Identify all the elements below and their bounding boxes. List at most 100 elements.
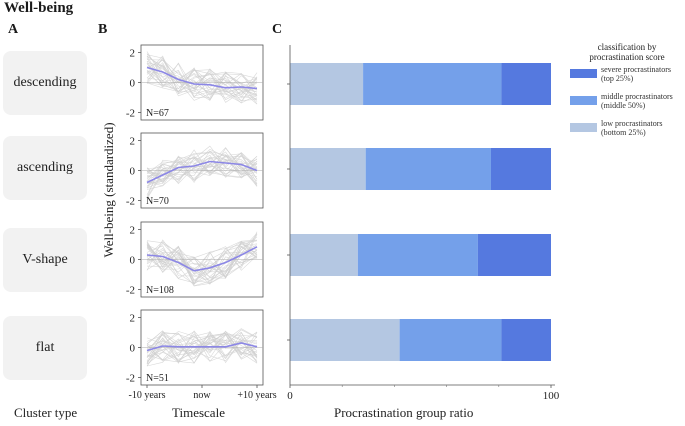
bar-ascending-severe [490, 148, 551, 190]
cluster-n-label: N=70 [146, 196, 169, 207]
individual-trajectory-line [146, 63, 258, 93]
individual-trajectory-line [146, 161, 258, 184]
panel-label-a: A [8, 22, 19, 37]
individual-trajectory-line [146, 55, 258, 93]
x-tick-label: +10 years [237, 390, 276, 401]
c-x-tick-label: 100 [543, 390, 560, 402]
bar-flat-middle [399, 319, 502, 361]
individual-trajectory-line [146, 68, 258, 95]
y-tick-label: -2 [126, 373, 135, 385]
figure-title: Well-being [4, 0, 74, 16]
y-tick-label: -2 [126, 196, 135, 208]
legend-swatch-low [570, 123, 597, 132]
trajectory-axes: 2 0 -2 2 0 -2 2 0 -2 2 0 -2 -10 years now +10 years [126, 48, 277, 402]
individual-trajectory-line [146, 55, 258, 98]
panel-label-c: C [272, 22, 283, 37]
individual-trajectory-line [146, 243, 258, 284]
mean-trajectory-flat [146, 342, 258, 352]
bar-ascending-low [290, 148, 366, 190]
cluster-vshape-box: V-shape [3, 228, 87, 292]
bar-descending-middle [363, 63, 502, 105]
individual-trajectory-line [146, 330, 258, 365]
bar-flat-severe [501, 319, 551, 361]
y-tick-label: 2 [130, 225, 136, 237]
y-tick-label: 2 [130, 313, 136, 325]
individual-trajectory-line [146, 65, 258, 97]
individual-trajectory-line [146, 148, 258, 181]
bar-descending-low [290, 63, 364, 105]
individual-trajectory-line [146, 65, 258, 103]
ratio-bars [290, 63, 551, 361]
bar-ascending-middle [365, 148, 491, 190]
bar-V-shape-severe [477, 234, 551, 276]
cluster-flat-box: flat [3, 316, 87, 380]
mean-trajectory-ascending [146, 160, 258, 184]
bar-flat-low [290, 319, 400, 361]
y-tick-label: -2 [126, 285, 135, 297]
mean-trajectory-descending [146, 66, 258, 90]
ratio-label: Procrastination group ratio [334, 405, 474, 420]
individual-trajectory-line [146, 57, 258, 104]
individual-trajectory-line [146, 244, 258, 279]
y-tick-label: 2 [130, 48, 136, 60]
cluster-flat-label: flat [35, 340, 55, 355]
mean-trajectories: N=67 N=70 N=108 N=51 [146, 66, 258, 384]
individual-trajectory-line [146, 153, 258, 198]
individual-trajectory-line [146, 157, 258, 189]
individual-trajectory-line [146, 234, 258, 284]
y-tick-label: 0 [130, 166, 136, 178]
panel-label-b: B [98, 22, 108, 37]
cluster-n-label: N=67 [146, 108, 169, 119]
individual-trajectory-line [146, 330, 258, 362]
individual-trajectory-line [146, 156, 258, 179]
individual-trajectory-line [146, 153, 258, 187]
legend-label-middle: middle procrastinators (middle 50%) [601, 92, 673, 110]
legend-label-severe: severe procrastinators (top 25%) [601, 65, 671, 83]
individual-trajectory-line [146, 51, 258, 96]
timescale-label: Timescale [172, 405, 225, 420]
cluster-ascending-box: ascending [3, 136, 87, 200]
cluster-descending-box: descending [3, 51, 87, 115]
cluster-n-label: N=108 [146, 285, 174, 296]
individual-trajectory-line [146, 151, 258, 182]
individual-trajectory-line [146, 154, 258, 182]
cluster-type-label: Cluster type [14, 405, 78, 420]
y-tick-label: 2 [130, 136, 136, 148]
legend-swatch-middle [570, 96, 597, 105]
bar-V-shape-low [290, 234, 358, 276]
mean-trajectory-V-shape [146, 246, 258, 272]
x-tick-label: now [193, 390, 211, 401]
individual-trajectory-line [146, 70, 258, 100]
individual-trajectory-line [146, 246, 258, 285]
y-tick-label: 0 [130, 78, 136, 90]
y-axis-label: Well-being (standardized) [101, 122, 116, 257]
individual-trajectory-line [146, 239, 258, 277]
individual-trajectory-line [146, 333, 258, 356]
individual-trajectory-line [146, 145, 258, 181]
individual-trajectory-line [146, 330, 258, 359]
bar-descending-severe [501, 63, 551, 105]
cluster-vshape-label: V-shape [22, 252, 68, 267]
y-tick-label: -2 [126, 108, 135, 120]
x-tick-label: -10 years [129, 390, 166, 401]
cluster-ascending-label: ascending [17, 160, 73, 175]
c-x-tick-label: 0 [287, 390, 293, 402]
cluster-n-label: N=51 [146, 373, 169, 384]
individual-trajectory-line [146, 248, 258, 284]
y-tick-label: 0 [130, 255, 136, 267]
individual-trajectory-line [146, 328, 258, 364]
individual-trajectory-line [146, 59, 258, 105]
legend-title: classification by procrastination score [589, 42, 664, 62]
legend-swatch-severe [570, 69, 597, 78]
legend-label-low: low procrastinators (bottom 25%) [601, 119, 663, 137]
bar-V-shape-middle [357, 234, 478, 276]
individual-trajectory-line [146, 335, 258, 361]
ratio-axes: 0 100 [287, 45, 560, 402]
y-tick-label: 0 [130, 343, 136, 355]
individual-trajectory-line [146, 243, 258, 287]
ratio-legend: classification by procrastination score se… [570, 42, 673, 137]
individual-trajectory-line [146, 239, 258, 272]
cluster-descending-label: descending [13, 75, 77, 90]
